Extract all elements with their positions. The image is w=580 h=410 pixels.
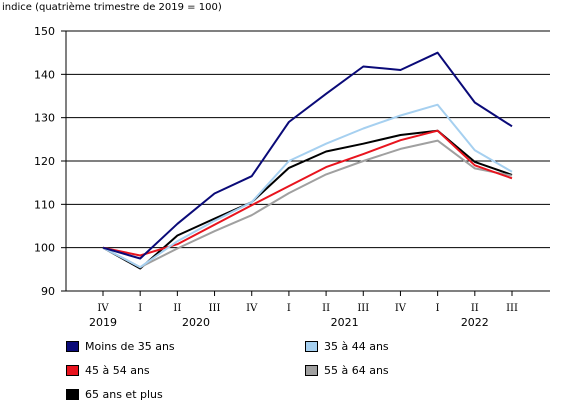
y-axis-ticks: 90 100 110 120 130 140 150 xyxy=(34,25,66,298)
x-tick-label: II xyxy=(173,303,181,314)
legend-swatch xyxy=(305,340,318,352)
legend-swatch xyxy=(66,340,79,352)
legend-label: 35 à 44 ans xyxy=(324,339,389,353)
y-tick-label: 120 xyxy=(34,155,55,168)
x-tick-label: IV xyxy=(395,303,407,314)
legend-swatch xyxy=(66,364,79,376)
legend-item: 35 à 44 ans xyxy=(305,338,389,354)
legend-label: 65 ans et plus xyxy=(85,387,163,401)
gridlines xyxy=(66,30,550,292)
x-year-label: 2019 xyxy=(89,316,117,329)
x-tick-label: I xyxy=(436,303,440,314)
legend-item: 45 à 54 ans xyxy=(66,362,150,378)
plot-frame xyxy=(65,31,550,292)
x-tick-label: I xyxy=(287,303,291,314)
legend-swatch xyxy=(305,364,318,376)
x-tick-label: III xyxy=(506,303,518,314)
y-tick-label: 100 xyxy=(34,242,55,255)
y-axis-title: indice (quatrième trimestre de 2019 = 10… xyxy=(2,1,222,13)
y-tick-label: 150 xyxy=(34,25,55,38)
x-year-label: 2020 xyxy=(182,316,210,329)
legend-label: 55 à 64 ans xyxy=(324,363,389,377)
y-tick-label: 130 xyxy=(34,112,55,125)
legend-swatch xyxy=(66,388,79,400)
x-tick-label: III xyxy=(209,303,221,314)
series-line xyxy=(102,51,513,260)
y-tick-label: 90 xyxy=(41,285,55,298)
x-tick-label: IV xyxy=(246,303,258,314)
y-tick-label: 140 xyxy=(34,68,55,81)
x-tick-label: III xyxy=(357,303,369,314)
legend-item: 55 à 64 ans xyxy=(305,362,389,378)
x-tick-label: II xyxy=(471,303,479,314)
series-line xyxy=(102,139,513,269)
x-tick-label: IV xyxy=(97,303,109,314)
series-lines xyxy=(102,51,513,270)
legend-label: 45 à 54 ans xyxy=(85,363,150,377)
x-tick-label: II xyxy=(322,303,330,314)
series-line xyxy=(102,103,513,269)
x-year-label: 2022 xyxy=(461,316,489,329)
legend-item: Moins de 35 ans xyxy=(66,338,175,354)
legend-item: 65 ans et plus xyxy=(66,386,163,402)
y-tick-label: 110 xyxy=(34,198,55,211)
x-year-label: 2021 xyxy=(331,316,359,329)
legend-label: Moins de 35 ans xyxy=(85,339,175,353)
x-tick-label: I xyxy=(138,303,142,314)
